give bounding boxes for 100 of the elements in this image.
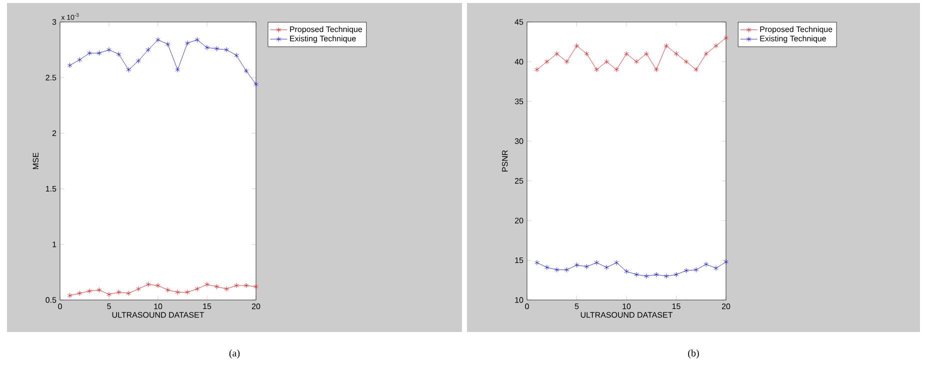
- point: [724, 259, 728, 265]
- point: [175, 67, 180, 73]
- x-tick-label: 20: [252, 304, 260, 310]
- point: [254, 82, 258, 87]
- x-tick-label: 10: [622, 304, 631, 310]
- point: [624, 268, 629, 274]
- x-tick-label: 5: [574, 304, 579, 310]
- point: [165, 42, 170, 47]
- x-tick-label: 15: [672, 304, 680, 310]
- point: [534, 260, 540, 266]
- point: [156, 37, 160, 42]
- y-tick-label: 1.5: [46, 186, 56, 192]
- point: [674, 51, 679, 56]
- point: [674, 272, 679, 278]
- point: [594, 260, 600, 266]
- point: [694, 66, 699, 72]
- point: [194, 37, 200, 42]
- point: [254, 284, 258, 290]
- point: [224, 47, 229, 52]
- text: (b): [688, 349, 699, 359]
- point: [116, 52, 122, 57]
- point: [204, 44, 210, 50]
- point: [614, 260, 619, 266]
- point: [554, 267, 560, 273]
- x-axis-title: ULTRASOUND DATASET: [580, 312, 673, 318]
- y-axis-title: MSE: [32, 152, 38, 169]
- point: [654, 272, 659, 278]
- point: [146, 282, 151, 288]
- point: [724, 35, 728, 41]
- point: [534, 66, 540, 72]
- legend-label: Proposed Technique: [290, 26, 362, 34]
- point: [185, 40, 190, 46]
- point: [87, 288, 92, 294]
- point: [126, 67, 131, 73]
- point: [634, 59, 639, 64]
- point: [574, 262, 580, 268]
- point: [684, 268, 689, 274]
- point: [584, 264, 590, 270]
- point: [574, 43, 580, 49]
- point: [146, 47, 151, 52]
- point: [116, 290, 122, 295]
- point: [234, 282, 239, 288]
- y-tick-label: 20: [514, 218, 524, 224]
- y-tick-label: 35: [514, 98, 524, 104]
- point: [664, 43, 669, 49]
- point: [604, 264, 609, 270]
- point: [185, 290, 190, 295]
- x-tick-label: 0: [525, 304, 529, 310]
- point: [714, 266, 718, 271]
- legend-label: Existing Technique: [290, 35, 356, 43]
- y-tick-label: 2: [52, 130, 56, 136]
- point: [77, 290, 82, 296]
- point: [644, 273, 649, 279]
- point: [544, 264, 550, 270]
- point: [614, 66, 619, 72]
- legend-label: Existing Technique: [760, 35, 826, 43]
- point: [644, 51, 649, 56]
- point: [87, 50, 92, 56]
- y-axis-title: PSNR: [502, 150, 508, 172]
- x-tick-label: 0: [58, 304, 62, 310]
- point: [67, 292, 72, 298]
- point: [564, 267, 570, 273]
- y-tick-label: 45: [514, 19, 524, 25]
- point: [156, 282, 160, 288]
- point: [594, 66, 600, 72]
- point: [194, 286, 200, 292]
- point: [214, 284, 220, 290]
- point: [684, 59, 689, 64]
- point: [67, 62, 72, 68]
- point: [244, 68, 249, 74]
- point: [714, 43, 718, 49]
- point: [204, 282, 210, 288]
- y-tick-label: 2.5: [46, 74, 56, 80]
- point: [564, 59, 570, 64]
- x-axis-title: ULTRASOUND DATASET: [112, 312, 204, 318]
- point: [106, 47, 112, 52]
- point: [77, 57, 82, 62]
- x-tick-label: 5: [107, 304, 111, 310]
- y-tick-label: 10: [515, 297, 524, 303]
- point: [634, 272, 639, 278]
- y-tick-label: 1: [52, 242, 56, 248]
- point: [136, 286, 141, 292]
- point: [136, 58, 141, 64]
- point: [604, 59, 609, 64]
- x-tick-label: 10: [154, 304, 162, 310]
- y-tick-label: 25: [514, 178, 524, 184]
- point: [704, 262, 708, 267]
- point: [96, 287, 102, 293]
- point: [544, 59, 550, 64]
- point: [624, 51, 629, 56]
- x-tick-label: 15: [203, 304, 212, 310]
- point: [214, 46, 220, 52]
- y-tick-label: 15: [515, 257, 524, 264]
- point: [704, 51, 708, 56]
- point: [584, 51, 590, 56]
- point: [126, 290, 131, 296]
- x-tick-label: 20: [722, 304, 730, 310]
- point: [165, 287, 170, 293]
- point: [244, 282, 249, 288]
- y-tick-label: 0.5: [46, 297, 56, 303]
